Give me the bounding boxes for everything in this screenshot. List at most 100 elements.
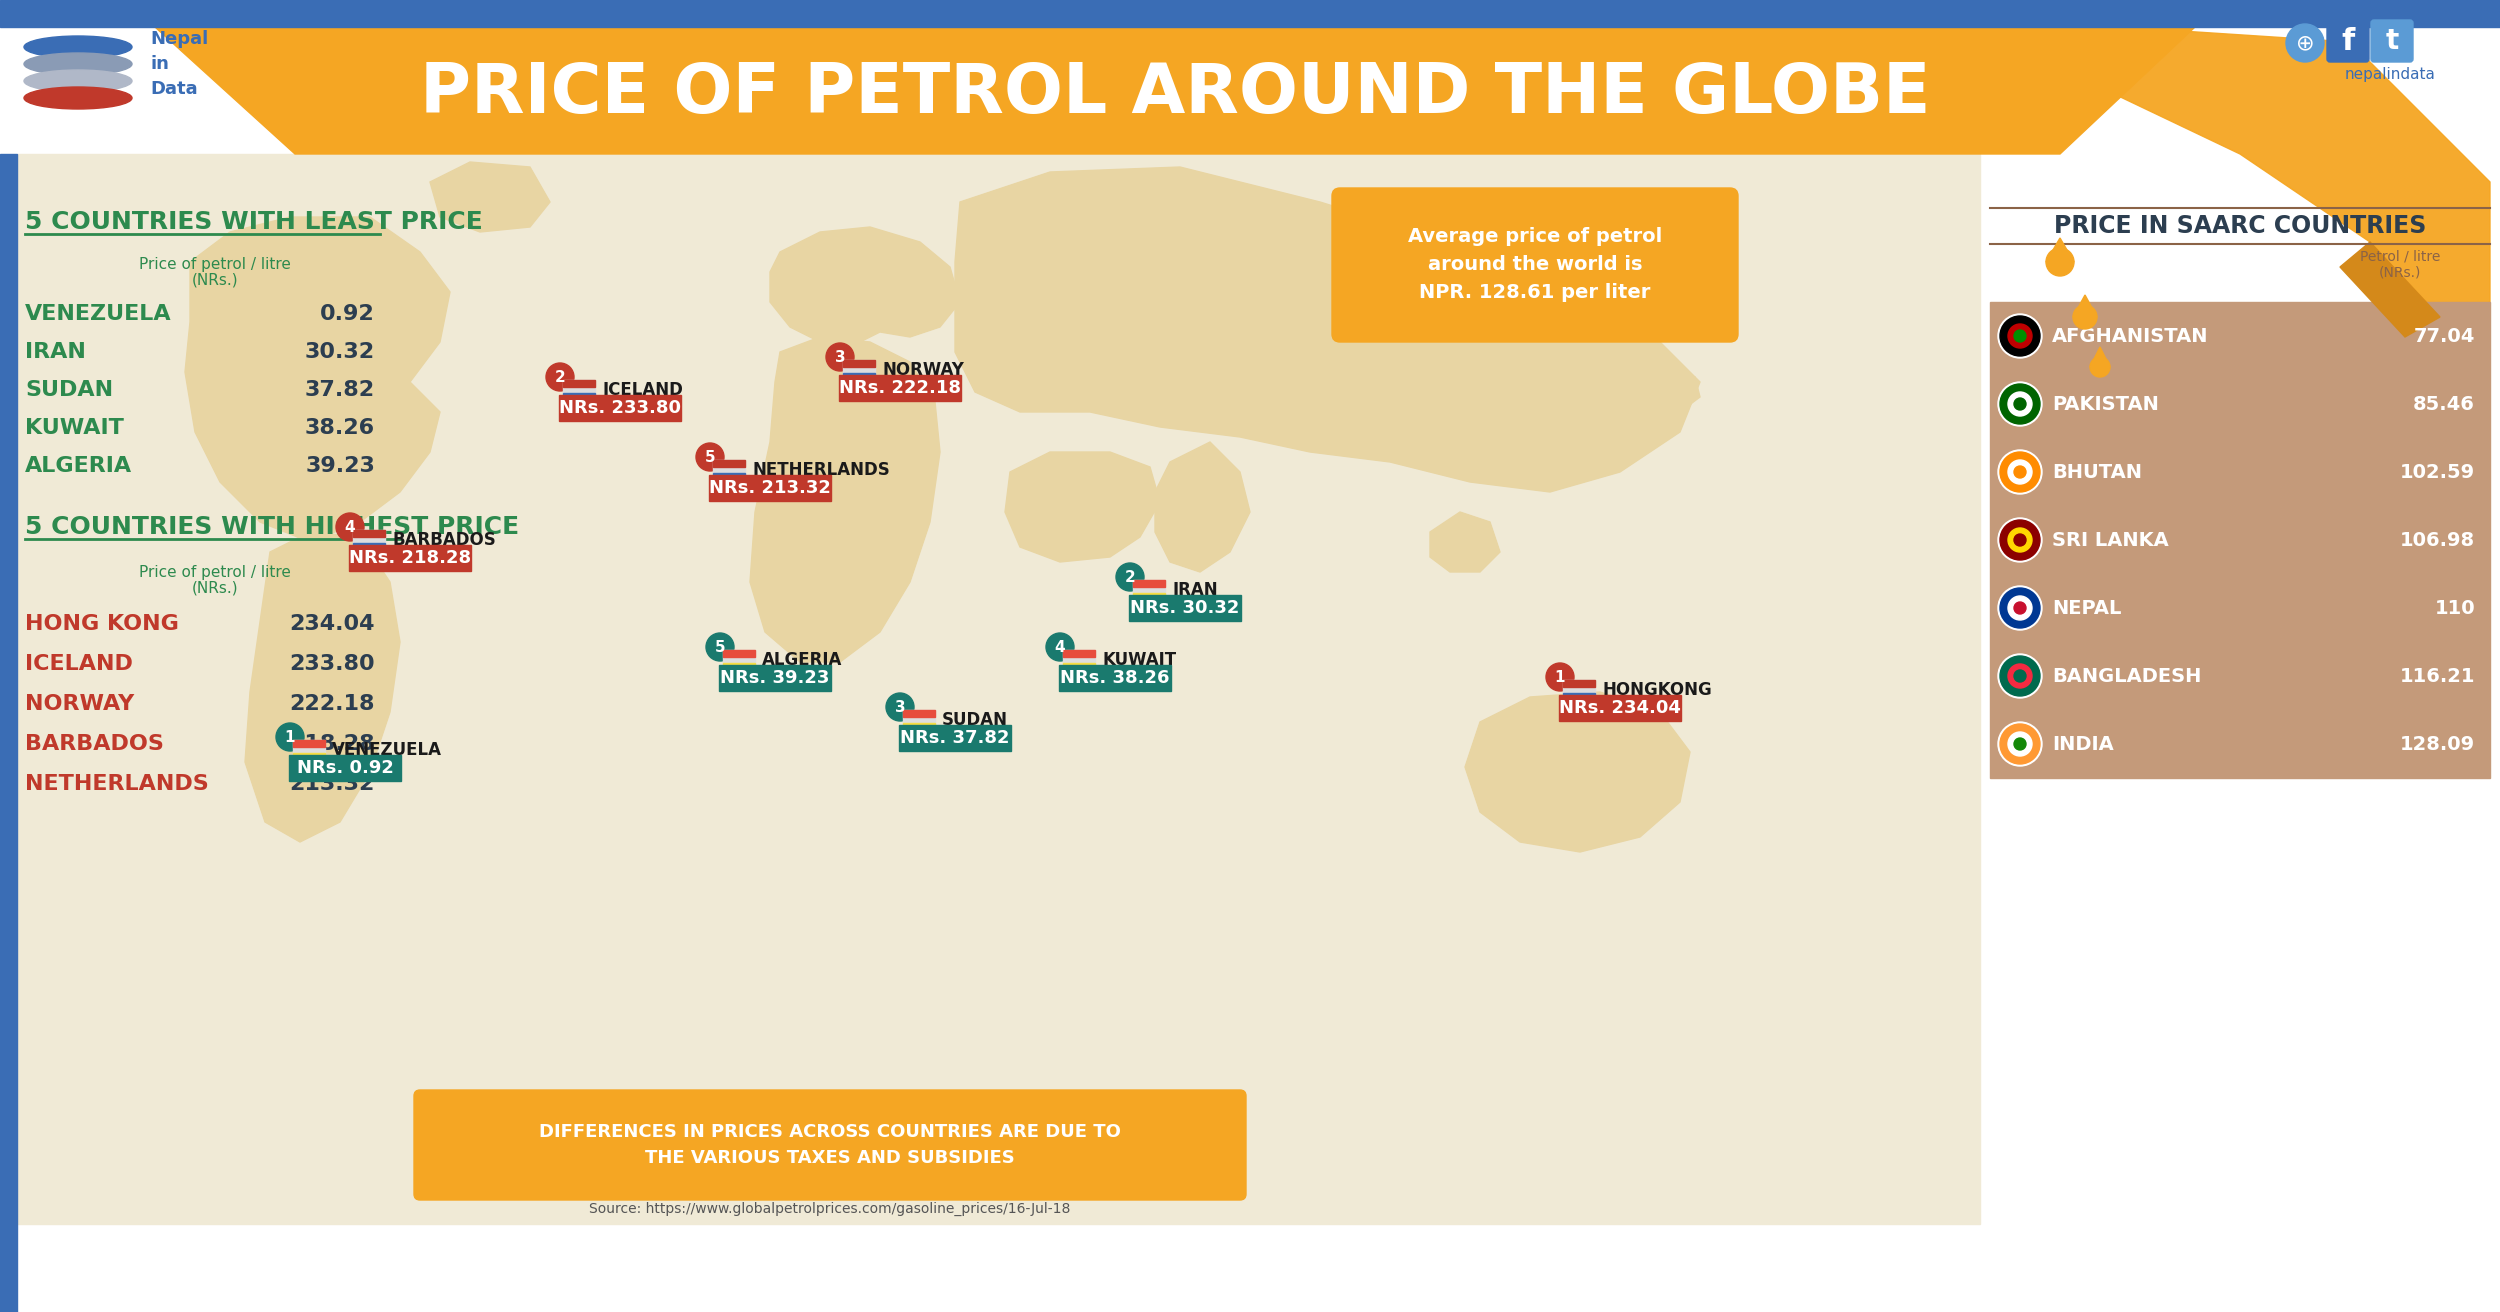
Polygon shape <box>770 227 960 346</box>
Circle shape <box>2000 520 2040 560</box>
Text: (NRs.): (NRs.) <box>192 580 238 596</box>
Text: IRAN: IRAN <box>25 342 85 362</box>
Circle shape <box>2008 527 2032 552</box>
Text: NRs. 234.04: NRs. 234.04 <box>1560 699 1680 716</box>
Circle shape <box>1998 586 2042 630</box>
Text: 1: 1 <box>1555 669 1565 685</box>
Ellipse shape <box>25 70 132 92</box>
Text: 3: 3 <box>835 349 845 365</box>
FancyBboxPatch shape <box>415 1090 1245 1200</box>
Text: Source: https://www.globalpetrolprices.com/gasoline_prices/16-Jul-18: Source: https://www.globalpetrolprices.c… <box>590 1202 1070 1216</box>
Text: SUDAN: SUDAN <box>942 711 1008 729</box>
Bar <box>292 753 325 760</box>
Text: (NRs.): (NRs.) <box>192 273 238 287</box>
Bar <box>352 543 385 550</box>
Polygon shape <box>955 167 1700 492</box>
Polygon shape <box>2090 346 2110 367</box>
Text: 5 COUNTRIES WITH HIGHEST PRICE: 5 COUNTRIES WITH HIGHEST PRICE <box>25 516 520 539</box>
Text: AFGHANISTAN: AFGHANISTAN <box>2052 327 2208 345</box>
Polygon shape <box>2072 295 2098 318</box>
Text: 1: 1 <box>285 729 295 744</box>
Bar <box>842 359 875 367</box>
Text: NEPAL: NEPAL <box>2052 598 2122 618</box>
Circle shape <box>1998 518 2042 562</box>
Bar <box>1132 593 1165 600</box>
Circle shape <box>2000 453 2040 492</box>
Text: PRICE IN SAARC COUNTRIES: PRICE IN SAARC COUNTRIES <box>2055 214 2425 237</box>
Text: BARBADOS: BARBADOS <box>25 733 165 754</box>
Bar <box>722 663 755 670</box>
Bar <box>562 394 595 400</box>
Polygon shape <box>750 337 940 663</box>
Bar <box>712 474 745 480</box>
Text: NRs. 222.18: NRs. 222.18 <box>840 379 960 398</box>
Polygon shape <box>1650 373 1700 412</box>
Text: NORWAY: NORWAY <box>25 694 135 714</box>
Bar <box>842 359 875 380</box>
Circle shape <box>2090 357 2110 377</box>
Text: VENEZUELA: VENEZUELA <box>25 304 172 324</box>
Text: 234.04: 234.04 <box>290 614 375 634</box>
Text: PAKISTAN: PAKISTAN <box>2052 395 2160 413</box>
Text: 2: 2 <box>1125 569 1135 585</box>
Bar <box>1062 649 1095 657</box>
Ellipse shape <box>25 52 132 75</box>
FancyBboxPatch shape <box>1130 596 1240 621</box>
Circle shape <box>705 632 735 661</box>
Text: BARBADOS: BARBADOS <box>392 531 495 548</box>
Circle shape <box>2000 656 2040 695</box>
Text: VENEZUELA: VENEZUELA <box>332 741 442 760</box>
Text: 128.09: 128.09 <box>2400 735 2475 753</box>
Text: 37.82: 37.82 <box>305 380 375 400</box>
Text: NRs. 39.23: NRs. 39.23 <box>720 669 830 687</box>
Circle shape <box>2015 398 2025 409</box>
Text: BHUTAN: BHUTAN <box>2052 463 2142 482</box>
Circle shape <box>2072 304 2098 329</box>
Text: 222.18: 222.18 <box>290 694 375 714</box>
Text: 4: 4 <box>345 520 355 534</box>
Bar <box>902 723 935 729</box>
Polygon shape <box>1155 442 1250 572</box>
Bar <box>842 373 875 380</box>
FancyBboxPatch shape <box>350 544 470 571</box>
Text: 2: 2 <box>555 370 565 384</box>
Bar <box>722 649 755 670</box>
Text: Nepal
in
Data: Nepal in Data <box>150 30 208 98</box>
Text: 5: 5 <box>705 450 715 464</box>
Text: 102.59: 102.59 <box>2400 463 2475 482</box>
Text: 5 COUNTRIES WITH LEAST PRICE: 5 COUNTRIES WITH LEAST PRICE <box>25 210 482 234</box>
Text: Price of petrol / litre: Price of petrol / litre <box>140 564 290 580</box>
FancyBboxPatch shape <box>560 395 680 421</box>
Bar <box>1562 680 1595 701</box>
Circle shape <box>2015 534 2025 546</box>
Text: IRAN: IRAN <box>1172 581 1218 600</box>
Bar <box>562 380 595 400</box>
FancyBboxPatch shape <box>290 754 400 781</box>
Text: ALGERIA: ALGERIA <box>25 457 132 476</box>
Text: BANGLADESH: BANGLADESH <box>2052 666 2202 685</box>
Bar <box>902 710 935 716</box>
Circle shape <box>2015 670 2025 682</box>
Text: t: t <box>2385 28 2398 55</box>
Circle shape <box>2015 331 2025 342</box>
FancyBboxPatch shape <box>2328 20 2370 62</box>
Circle shape <box>695 443 725 471</box>
Circle shape <box>2008 596 2032 621</box>
Circle shape <box>2000 588 2040 628</box>
Bar <box>292 740 325 760</box>
FancyBboxPatch shape <box>710 475 830 501</box>
Bar <box>1062 663 1095 670</box>
Text: KUWAIT: KUWAIT <box>25 419 125 438</box>
Bar <box>352 530 385 550</box>
Bar <box>292 740 325 747</box>
Circle shape <box>2000 724 2040 764</box>
FancyBboxPatch shape <box>1560 695 1680 722</box>
Ellipse shape <box>25 35 132 58</box>
Text: 39.23: 39.23 <box>305 457 375 476</box>
Bar <box>0 0 2500 28</box>
Text: 38.26: 38.26 <box>305 419 375 438</box>
Polygon shape <box>1005 453 1160 562</box>
Bar <box>1562 680 1595 687</box>
Circle shape <box>2285 24 2325 62</box>
Text: (NRs.): (NRs.) <box>2380 265 2420 279</box>
